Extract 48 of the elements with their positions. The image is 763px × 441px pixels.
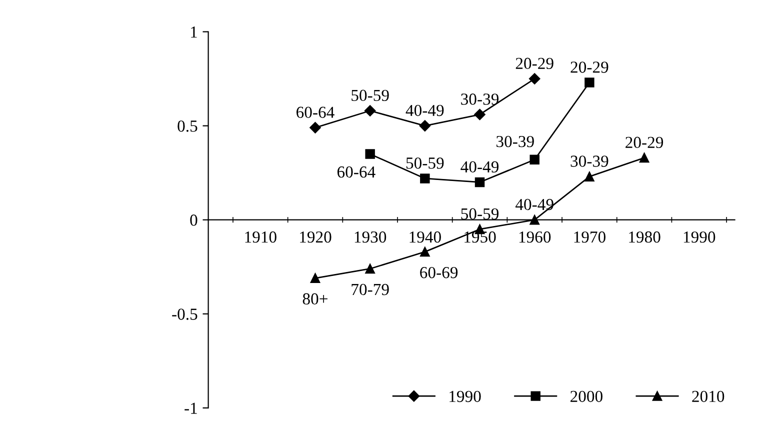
x-tick-label: 1980 [629, 231, 660, 243]
point [474, 108, 486, 120]
annotation: 60-69 [420, 266, 458, 278]
annotation: 30-39 [570, 156, 608, 167]
point [639, 152, 650, 163]
point [584, 78, 594, 88]
point [420, 174, 430, 184]
annotation: 40-49 [515, 198, 554, 210]
x-tick-label: 1930 [354, 231, 386, 243]
x-tick-label: 1960 [519, 231, 551, 243]
annotation: 40-49 [460, 161, 499, 173]
annotation: 20-29 [570, 62, 608, 73]
y-tick-label: 0.5 [178, 120, 198, 132]
annotation: 20-29 [626, 136, 664, 148]
point [364, 105, 376, 116]
y-tick-label: 1 [191, 26, 197, 38]
legend-label: 1990 [450, 390, 481, 402]
point [419, 120, 431, 132]
annotation: 20-29 [516, 58, 554, 70]
y-tick-label: -0.5 [172, 308, 198, 320]
y-tick-label: -1 [184, 402, 197, 414]
annotation: 30-39 [461, 94, 499, 105]
point [310, 122, 321, 134]
annotation: 50-59 [406, 157, 444, 169]
annotation: 50-59 [461, 208, 499, 220]
annotation: 50-59 [352, 90, 389, 102]
point [528, 73, 540, 84]
annotation: 80+ [302, 293, 328, 305]
x-tick-label: 1970 [574, 231, 606, 243]
x-tick-label: 1920 [300, 231, 332, 243]
annotation: 30-39 [496, 136, 534, 148]
point [420, 246, 430, 257]
x-tick-label: 1910 [245, 231, 276, 243]
point [365, 149, 375, 159]
y-tick-label: 0 [190, 214, 198, 226]
legend-label: 2010 [692, 390, 724, 402]
point [310, 273, 320, 284]
x-tick-label: 1940 [410, 231, 441, 243]
point [530, 154, 540, 165]
x-tick-label: 1990 [684, 231, 716, 243]
annotation: 70-79 [352, 284, 389, 296]
point [474, 177, 485, 188]
annotation: 40-49 [406, 104, 444, 116]
legend-label: 2000 [570, 390, 602, 402]
point [584, 172, 594, 182]
annotation: 60-64 [296, 106, 334, 118]
annotation: 60-64 [337, 166, 376, 178]
point [365, 264, 375, 274]
